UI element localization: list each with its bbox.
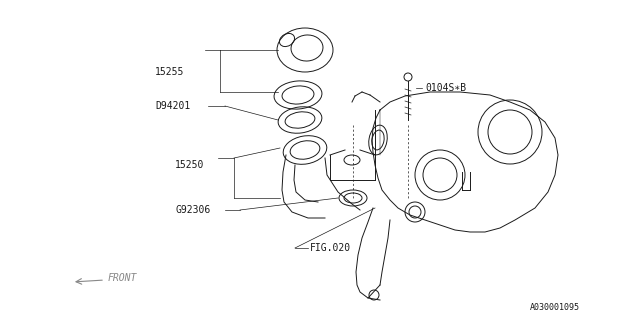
Text: A030001095: A030001095 [530, 303, 580, 313]
Text: 15250: 15250 [175, 160, 204, 170]
Text: FIG.020: FIG.020 [310, 243, 351, 253]
Text: G92306: G92306 [175, 205, 211, 215]
Text: FRONT: FRONT [108, 273, 138, 283]
Text: D94201: D94201 [155, 101, 190, 111]
Text: 0104S∗B: 0104S∗B [425, 83, 466, 93]
Text: 15255: 15255 [155, 67, 184, 77]
